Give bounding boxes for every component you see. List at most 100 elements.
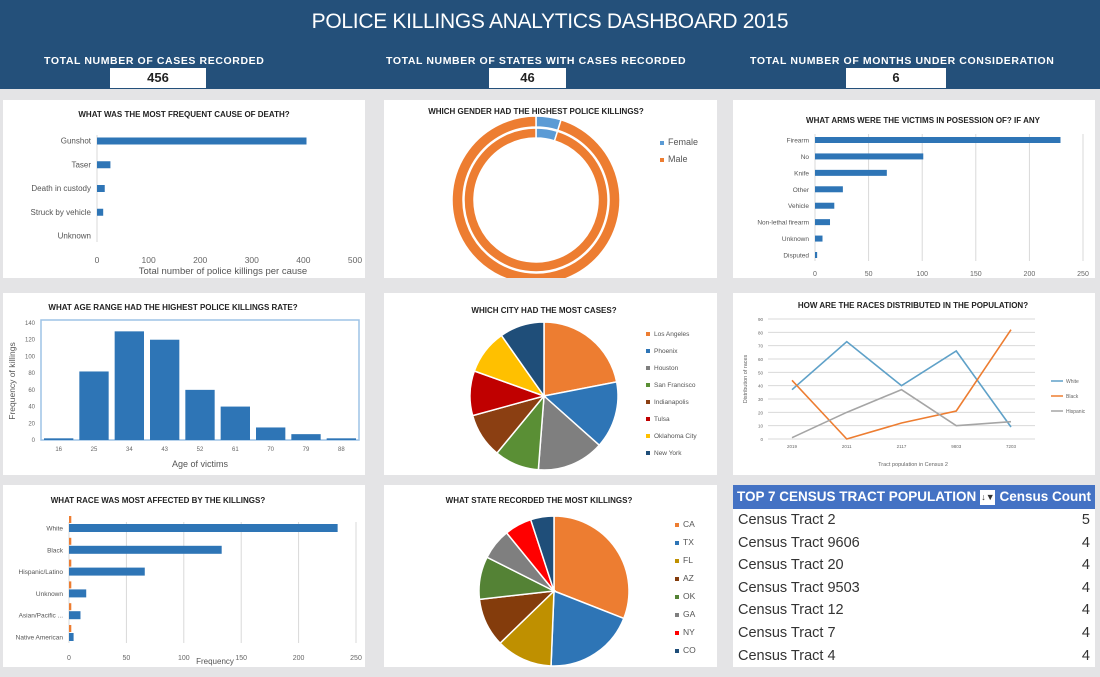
table-row: Census Tract 4 4 (733, 645, 1095, 668)
category-label: Unknown (58, 232, 91, 241)
legend-label: Los Angeles (654, 331, 690, 338)
x-tick-label: 61 (232, 447, 239, 453)
bar (79, 371, 109, 440)
x-tick-label: 2011 (842, 444, 852, 449)
bar (150, 339, 180, 440)
pie-slice (500, 321, 545, 399)
y-axis-label: Frequency of killings (7, 342, 17, 419)
legend-label: CA (683, 519, 695, 529)
y-tick-label: 80 (28, 371, 35, 377)
series-line (791, 340, 1012, 428)
legend-label: Black (1066, 394, 1079, 400)
category-label: Disputed (783, 253, 809, 260)
legend-label: OK (683, 591, 696, 601)
bar (69, 633, 74, 641)
bar (326, 438, 356, 440)
legend-swatch (646, 383, 650, 387)
census-count: 4 (1081, 624, 1090, 641)
y-tick-label: 100 (25, 354, 36, 360)
x-tick-label: 100 (142, 255, 156, 265)
chart-title: HOW ARE THE RACES DISTRIBUTED IN THE POP… (798, 301, 1028, 310)
category-label: Other (793, 187, 810, 194)
kpi-months-value: 6 (846, 68, 946, 88)
x-tick-label: 0 (67, 655, 71, 662)
category-label: Taser (71, 160, 91, 169)
chart-title: WHAT ARMS WERE THE VICTIMS IN POSESSION … (806, 116, 1041, 125)
table-title: TOP 7 CENSUS TRACT POPULATION (737, 489, 977, 504)
census-count: 4 (1081, 579, 1090, 596)
x-tick-label: 200 (1024, 271, 1036, 278)
cause-of-death-chart: WHAT WAS THE MOST FREQUENT CAUSE OF DEAT… (3, 100, 365, 278)
y-tick-label: 30 (758, 397, 764, 402)
legend-label: FL (683, 555, 693, 565)
bar (114, 331, 144, 440)
category-label: White (46, 526, 63, 533)
x-axis-label: Total number of police killings per caus… (139, 266, 307, 277)
legend-label: TX (683, 537, 694, 547)
legend-swatch (675, 559, 679, 563)
legend-swatch (660, 158, 664, 162)
x-tick-label: 88 (338, 447, 345, 453)
legend-label: AZ (683, 573, 694, 583)
tract-name: Census Tract 9503 (738, 579, 860, 596)
arms-chart: WHAT ARMS WERE THE VICTIMS IN POSESSION … (733, 100, 1095, 278)
table-row: Census Tract 2 5 (733, 509, 1095, 532)
x-tick-label: 400 (296, 255, 310, 265)
chart-title: WHICH CITY HAD THE MOST CASES? (471, 306, 616, 315)
x-tick-label: 2019 (787, 444, 798, 449)
bar (185, 389, 215, 440)
bar (815, 219, 831, 226)
kpi-months-label: TOTAL NUMBER OF MONTHS UNDER CONSIDERATI… (750, 55, 1055, 67)
legend-swatch (646, 332, 650, 336)
census-count: 4 (1081, 534, 1090, 551)
x-tick-label: 250 (350, 655, 362, 662)
legend-swatch (675, 613, 679, 617)
x-tick-label: 9803 (951, 444, 962, 449)
census-count: 4 (1081, 602, 1090, 619)
bar (69, 611, 81, 620)
x-tick-label: 2117 (897, 444, 907, 449)
category-label: Asian/Pacific ... (19, 613, 64, 620)
pie-slice (553, 515, 630, 620)
race-population-chart: HOW ARE THE RACES DISTRIBUTED IN THE POP… (733, 293, 1095, 475)
category-label: No (801, 154, 810, 161)
bar (69, 589, 87, 598)
bar (97, 137, 307, 145)
bar (220, 406, 250, 440)
bar (69, 524, 338, 532)
kpi-states-value: 46 (489, 68, 566, 88)
chart-title: WHAT AGE RANGE HAD THE HIGHEST POLICE KI… (48, 303, 297, 312)
pie-slice (537, 394, 601, 471)
category-label: Unknown (782, 236, 809, 243)
legend-label: Tulsa (654, 416, 670, 423)
tract-name: Census Tract 2 (738, 512, 836, 528)
category-label: Struck by vehicle (31, 208, 92, 217)
column-header-census-count[interactable]: ↓▼ Census Count (980, 489, 1091, 505)
y-tick-label: 50 (758, 370, 764, 375)
x-tick-label: 200 (193, 255, 207, 265)
bar (815, 169, 887, 176)
x-axis-label: Age of victims (172, 459, 229, 469)
filter-sort-icon[interactable]: ↓▼ (980, 489, 996, 505)
legend-label: White (1066, 379, 1079, 385)
series-line (791, 388, 1012, 439)
census-tract-table: TOP 7 CENSUS TRACT POPULATION ↓▼ Census C… (733, 485, 1095, 667)
page-title: POLICE KILLINGS ANALYTICS DASHBOARD 2015 (311, 10, 789, 33)
table-header: TOP 7 CENSUS TRACT POPULATION ↓▼ Census C… (733, 485, 1095, 509)
x-tick-label: 300 (245, 255, 259, 265)
x-tick-label: 100 (916, 271, 928, 278)
bar (815, 202, 835, 209)
x-axis-label: Frequency (196, 657, 234, 666)
legend-swatch (646, 366, 650, 370)
legend-label: San Francisco (654, 382, 696, 389)
bar (815, 186, 843, 193)
pie-slice (543, 321, 618, 397)
tract-name: Census Tract 12 (738, 602, 844, 619)
category-label: Native American (16, 635, 64, 642)
y-tick-label: 140 (25, 321, 36, 327)
chart-title: WHAT RACE WAS MOST AFFECTED BY THE KILLI… (51, 496, 266, 505)
category-label: Death in custody (31, 184, 91, 193)
x-tick-label: 150 (970, 271, 982, 278)
bar (97, 161, 111, 169)
x-tick-label: 50 (865, 271, 873, 278)
